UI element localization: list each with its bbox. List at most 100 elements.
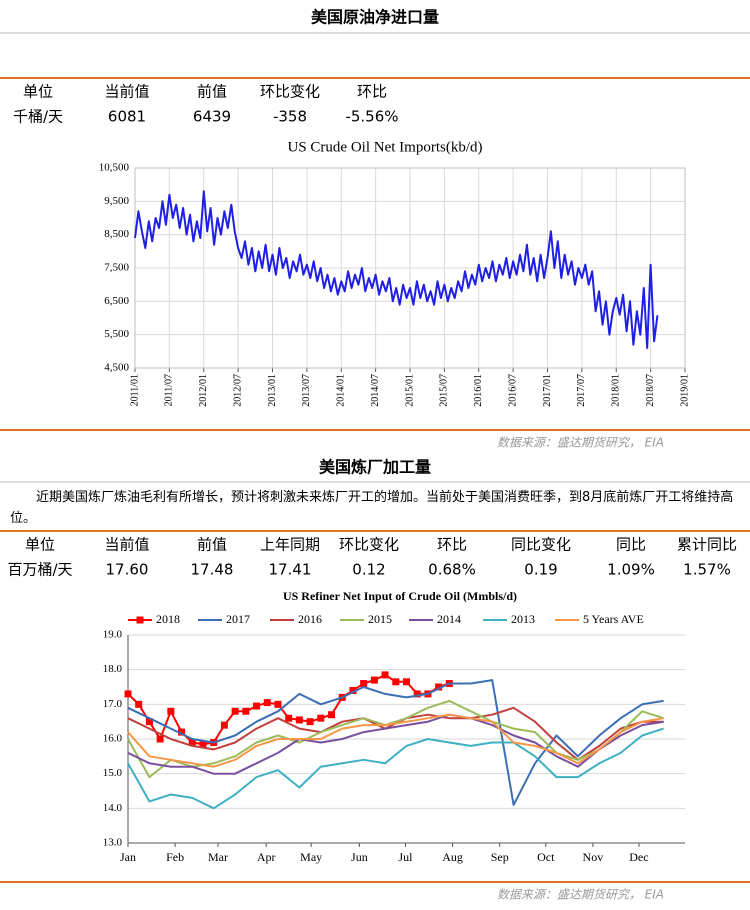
legend-label: 2013 [511,612,535,626]
chart-title: US Crude Oil Net Imports(kb/d) [288,139,483,155]
paragraph: 近期美国炼厂炼油毛利有所增长，预计将刺激未来炼厂开工的增加。当前处于美国消费旺季… [10,490,734,526]
x-tick-label: Oct [537,850,555,864]
y-tick-label: 19.0 [103,629,123,641]
y-tick-label: 17.0 [103,698,123,710]
series-line [127,673,450,746]
table-cell: 17.48 [191,561,234,579]
series-marker [124,690,132,698]
table-cell: 6081 [108,108,146,126]
series-line [127,713,664,768]
y-tick-label: 14.0 [103,802,123,814]
x-tick-label: May [300,850,322,864]
table-cell: 0.19 [524,561,557,579]
x-tick-label: Sep [491,850,509,864]
legend-label: 5 Years AVE [583,612,644,626]
x-tick-label: 2017/07 [576,374,587,407]
x-tick-label: 2011/01 [129,374,140,406]
y-tick-label: 6,500 [104,295,129,307]
table-header: 前值 [197,536,227,554]
y-tick-label: 15.0 [103,767,123,779]
x-tick-label: 2012/07 [232,374,243,407]
section-title: 美国原油净进口量 [311,8,439,27]
series-marker [328,711,336,719]
series-marker [435,683,443,691]
table-cell: 6439 [193,108,231,126]
x-tick-label: Jul [398,850,413,864]
y-tick-label: 13.0 [103,837,123,849]
series-line [127,727,664,810]
x-tick-label: 2019/01 [679,374,690,407]
x-tick-label: 2012/01 [198,374,209,407]
table-header: 环比变化 [339,536,399,554]
series-marker [188,738,196,746]
y-tick-label: 8,500 [104,228,129,240]
x-tick-label: 2013/01 [267,374,278,407]
series-marker [295,716,303,724]
table-cell: 17.41 [269,561,312,579]
x-tick-label: Feb [166,850,184,864]
table-cell: 千桶/天 [13,108,63,126]
y-tick-label: 10,500 [99,162,130,174]
series-marker [263,699,271,707]
x-tick-label: 2016/01 [473,374,484,407]
x-tick-label: Aug [442,850,463,864]
legend-label: 2016 [298,612,322,626]
x-tick-label: 2014/07 [370,374,381,407]
table-header: 环比 [357,83,387,101]
x-tick-label: 2018/07 [645,374,656,407]
table-cell: 1.09% [607,561,655,579]
table-cell: -5.56% [345,108,398,126]
x-tick-label: Jan [120,850,136,864]
series-marker [349,686,357,694]
y-tick-label: 16.0 [103,733,123,745]
series-marker [135,700,143,708]
x-tick-label: 2015/07 [439,374,450,407]
legend-label: 2014 [437,612,461,626]
table-header: 环比 [437,536,467,554]
x-tick-label: 2017/01 [542,374,553,407]
series-marker [413,690,421,698]
series-line [127,679,664,806]
series-line [127,713,664,775]
table-cell: 0.68% [428,561,476,579]
table-header: 上年同期 [260,536,320,554]
table-cell: -358 [273,108,307,126]
table-header: 环比变化 [260,83,320,101]
table-cell: 0.12 [352,561,385,579]
table-header: 前值 [197,83,227,101]
legend-marker [136,616,144,624]
table-cell: 1.57% [683,561,731,579]
series-marker [253,702,261,710]
series-marker [220,721,228,729]
table-cell: 17.60 [106,561,149,579]
table-header: 当前值 [104,83,149,101]
plot-border [134,167,686,369]
y-tick-label: 5,500 [104,328,129,340]
x-tick-label: Jun [351,850,368,864]
x-tick-label: 2011/07 [164,374,175,406]
series-marker [156,735,164,743]
series-marker [178,728,186,736]
series-marker [167,707,175,715]
x-tick-label: Mar [208,850,228,864]
section-title: 美国炼厂加工量 [319,458,431,477]
table-header: 同比变化 [511,536,571,554]
x-tick-label: 2015/01 [404,374,415,407]
x-tick-label: 2018/01 [611,374,622,407]
table-header: 当前值 [104,536,149,554]
table-header: 单位 [23,83,53,101]
series-marker [199,740,207,748]
x-tick-label: 2016/07 [507,374,518,407]
x-tick-label: 2014/01 [336,374,347,407]
source-note: 数据来源：盛达期货研究， EIA [497,888,664,902]
series-marker [403,678,410,686]
x-tick-label: Nov [583,850,604,864]
x-tick-label: Apr [257,850,276,864]
series-marker [274,700,282,708]
table-header: 同比 [616,536,646,554]
legend-label: 2015 [368,612,392,626]
table-header: 单位 [25,536,55,554]
series-marker [145,718,153,726]
series-marker [306,718,314,726]
